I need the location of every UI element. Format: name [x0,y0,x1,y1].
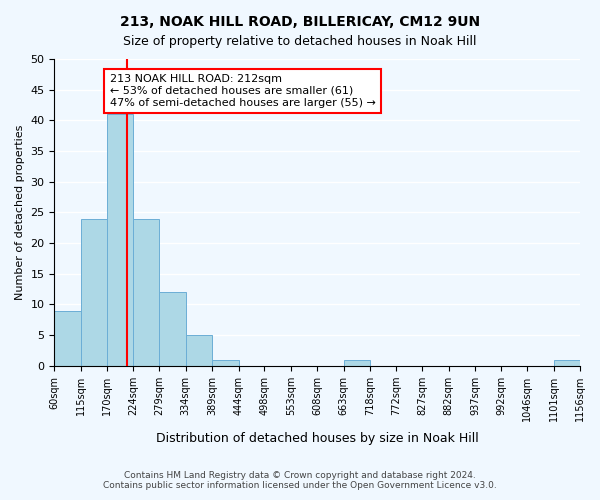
Bar [133,218,160,366]
Y-axis label: Number of detached properties: Number of detached properties [15,124,25,300]
Text: 213, NOAK HILL ROAD, BILLERICAY, CM12 9UN: 213, NOAK HILL ROAD, BILLERICAY, CM12 9U… [120,15,480,29]
Text: Size of property relative to detached houses in Noak Hill: Size of property relative to detached ho… [123,35,477,48]
Bar [344,360,370,366]
X-axis label: Distribution of detached houses by size in Noak Hill: Distribution of detached houses by size … [156,432,479,445]
Text: Contains HM Land Registry data © Crown copyright and database right 2024.
Contai: Contains HM Land Registry data © Crown c… [103,470,497,490]
Bar [107,114,133,366]
Bar [160,292,186,366]
Bar [81,218,107,366]
Bar [212,360,239,366]
Text: 213 NOAK HILL ROAD: 212sqm
← 53% of detached houses are smaller (61)
47% of semi: 213 NOAK HILL ROAD: 212sqm ← 53% of deta… [110,74,376,108]
Bar [186,335,212,366]
Bar [554,360,580,366]
Bar [55,310,81,366]
